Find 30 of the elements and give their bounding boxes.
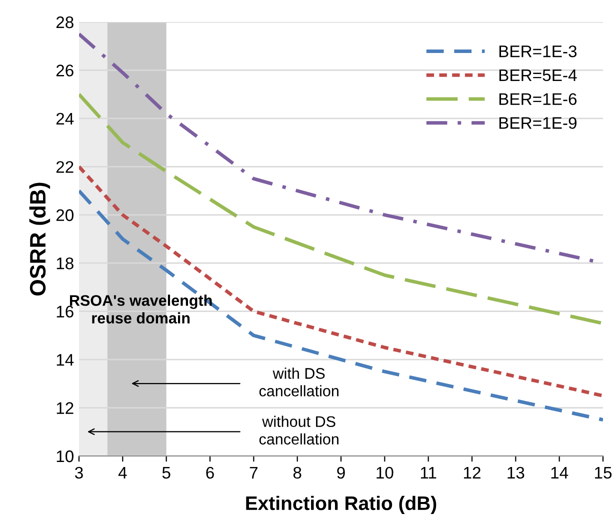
y-tick-label: 28 [56,16,74,28]
legend-label: BER=5E-4 [499,70,577,82]
x-tick-label: 13 [508,466,524,479]
x-tick-label: 7 [250,467,258,478]
x-tick-label: 8 [293,466,302,479]
x-tick-label: 12 [464,466,480,478]
y-tick-label: 22 [56,161,74,173]
x-tick-label: 3 [75,466,83,479]
y-tick-label: 14 [56,354,74,366]
x-tick-label: 9 [337,466,345,479]
annotation: with DS cancellation [259,368,338,396]
legend-label: BER=1E-3 [499,45,577,58]
y-tick-label: 18 [56,258,74,270]
x-tick-label: 6 [206,466,214,479]
y-axis-title: OSRR (dB) [29,182,50,296]
annotation: without DS cancellation [259,416,338,445]
x-tick-label: 11 [420,467,436,478]
x-tick-label: 5 [162,467,170,479]
legend-label: BER=1E-9 [499,117,576,129]
y-tick-label: 10 [56,450,74,462]
x-axis-title: Extinction Ratio (dB) [246,496,436,514]
x-tick-label: 14 [551,467,568,478]
y-tick-label: 12 [56,402,74,414]
y-tick-label: 20 [56,209,74,222]
y-tick-label: 24 [56,112,74,124]
x-tick-label: 4 [118,467,127,478]
x-tick-label: 10 [376,466,394,479]
x-tick-label: 15 [595,467,612,479]
legend-label: BER=1E-6 [499,93,577,105]
y-tick-label: 26 [56,64,74,76]
